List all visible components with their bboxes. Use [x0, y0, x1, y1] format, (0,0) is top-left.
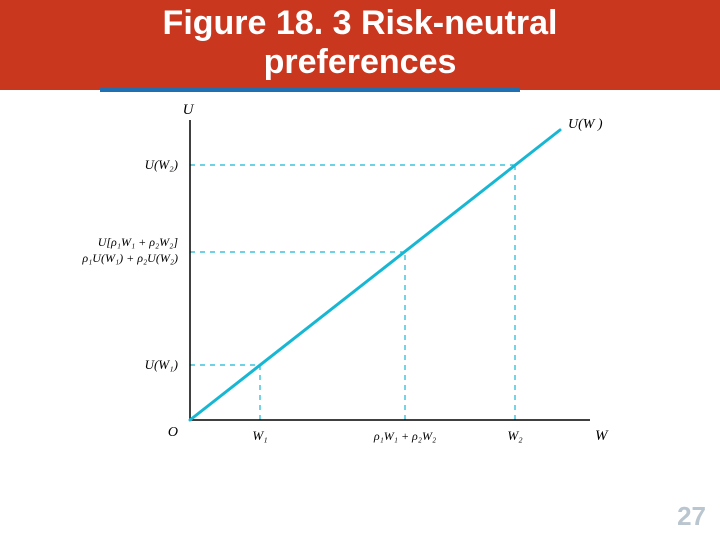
- page-number: 27: [677, 501, 706, 532]
- svg-text:U(W₂): U(W₂): [145, 157, 178, 172]
- svg-text:U(W ): U(W ): [568, 117, 603, 132]
- svg-text:U: U: [183, 102, 195, 118]
- svg-text:W: W: [595, 428, 609, 444]
- risk-neutral-chart: UU(W₂)U[ρ₁W₁ + ρ₂W₂]ρ₁U(W₁) + ρ₂U(W₂)U(W…: [70, 110, 650, 470]
- svg-text:W₂: W₂: [507, 428, 523, 443]
- svg-text:ρ₁U(W₁) + ρ₂U(W₂): ρ₁U(W₁) + ρ₂U(W₂): [81, 251, 178, 265]
- title-underline: [100, 88, 520, 92]
- svg-text:W₁: W₁: [252, 428, 267, 443]
- svg-text:O: O: [168, 425, 178, 440]
- title-bar: Figure 18. 3 Risk-neutral preferences: [0, 0, 720, 82]
- svg-text:U(W₁): U(W₁): [145, 357, 178, 372]
- slide-title-line2: preferences: [264, 43, 457, 81]
- svg-text:ρ₁W₁ + ρ₂W₂: ρ₁W₁ + ρ₂W₂: [373, 429, 436, 443]
- svg-text:U[ρ₁W₁ + ρ₂W₂]: U[ρ₁W₁ + ρ₂W₂]: [98, 235, 179, 249]
- chart-svg: UU(W₂)U[ρ₁W₁ + ρ₂W₂]ρ₁U(W₁) + ρ₂U(W₂)U(W…: [70, 110, 650, 460]
- slide-title: Figure 18. 3 Risk-neutral preferences: [0, 0, 720, 82]
- slide-title-line1: Figure 18. 3 Risk-neutral: [163, 4, 558, 42]
